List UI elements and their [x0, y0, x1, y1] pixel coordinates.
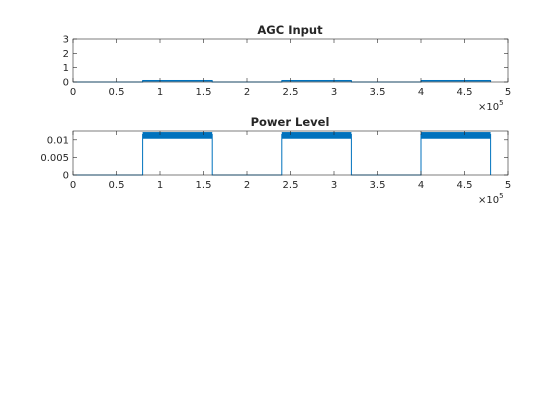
- power-level-x-tick-label: 2.5: [283, 180, 299, 191]
- power-level-x-tick-label: 3.5: [370, 180, 386, 191]
- agc-input-x-tick-label: 4: [418, 87, 424, 98]
- agc-input-x-tick-label: 1: [157, 87, 163, 98]
- power-level-y-tick-label: 0.005: [40, 153, 69, 164]
- power-level-x-tick-label: 4.5: [457, 180, 473, 191]
- agc-input-x-tick-label: 1.5: [196, 87, 212, 98]
- agc-input-x-exponent: ×105: [478, 99, 504, 113]
- power-level-x-tick-label: 1.5: [196, 180, 212, 191]
- power-level-ticks: 0 0.5 1 1.5 2 2.5 3 3.5 4 4.5 5 0 0.005 0.01: [40, 131, 511, 191]
- power-level-x-tick-label: 0: [70, 180, 76, 191]
- power-level-y-tick-label: 0: [63, 171, 69, 182]
- agc-input-x-tick-label: 2.5: [283, 87, 299, 98]
- agc-input-x-exponent-base: ×10: [478, 102, 499, 113]
- agc-input-y-tick-label: 0: [63, 78, 69, 89]
- agc-input-x-exponent-power: 5: [499, 99, 503, 107]
- agc-input-y-tick-label: 3: [63, 35, 69, 46]
- power-level-title: Power Level: [251, 115, 330, 129]
- agc-input-y-tick-label: 2: [63, 49, 69, 60]
- power-level-x-exponent-power: 5: [499, 192, 503, 200]
- power-level-x-tick-label: 0.5: [109, 180, 125, 191]
- power-level-signal-band: [421, 132, 491, 139]
- agc-input-ticks: 0 0.5 1 1.5 2 2.5 3 3.5 4 4.5 5 0 1 2 3: [63, 35, 512, 99]
- power-level-signal-band: [281, 132, 352, 139]
- agc-input-x-tick-label: 3.5: [370, 87, 386, 98]
- agc-input-x-tick-label: 0: [70, 87, 76, 98]
- power-level-x-tick-label: 2: [244, 180, 250, 191]
- power-level-axes: Power Level 0 0.5 1 1.5 2 2.5 3 3.5 4 4.5 500.0050…: [40, 115, 511, 206]
- power-level-signal-band: [142, 132, 213, 139]
- agc-input-x-tick-label: 2: [244, 87, 250, 98]
- agc-input-x-tick-label: 3: [331, 87, 337, 98]
- power-level-x-tick-label: 1: [157, 180, 163, 191]
- agc-input-x-tick-label: 5: [505, 87, 511, 98]
- power-level-x-tick-label: 5: [505, 180, 511, 191]
- power-level-x-exponent-base: ×10: [478, 195, 499, 206]
- agc-input-title: AGC Input: [257, 23, 323, 37]
- power-level-x-tick-label: 3: [331, 180, 337, 191]
- power-level-x-exponent: ×105: [478, 192, 504, 206]
- agc-input-x-tick-label: 4.5: [457, 87, 473, 98]
- power-level-y-tick-label: 0.01: [47, 135, 69, 146]
- agc-input-y-tick-label: 1: [63, 63, 69, 74]
- power-level-x-tick-label: 4: [418, 180, 424, 191]
- agc-input-x-tick-label: 0.5: [109, 87, 125, 98]
